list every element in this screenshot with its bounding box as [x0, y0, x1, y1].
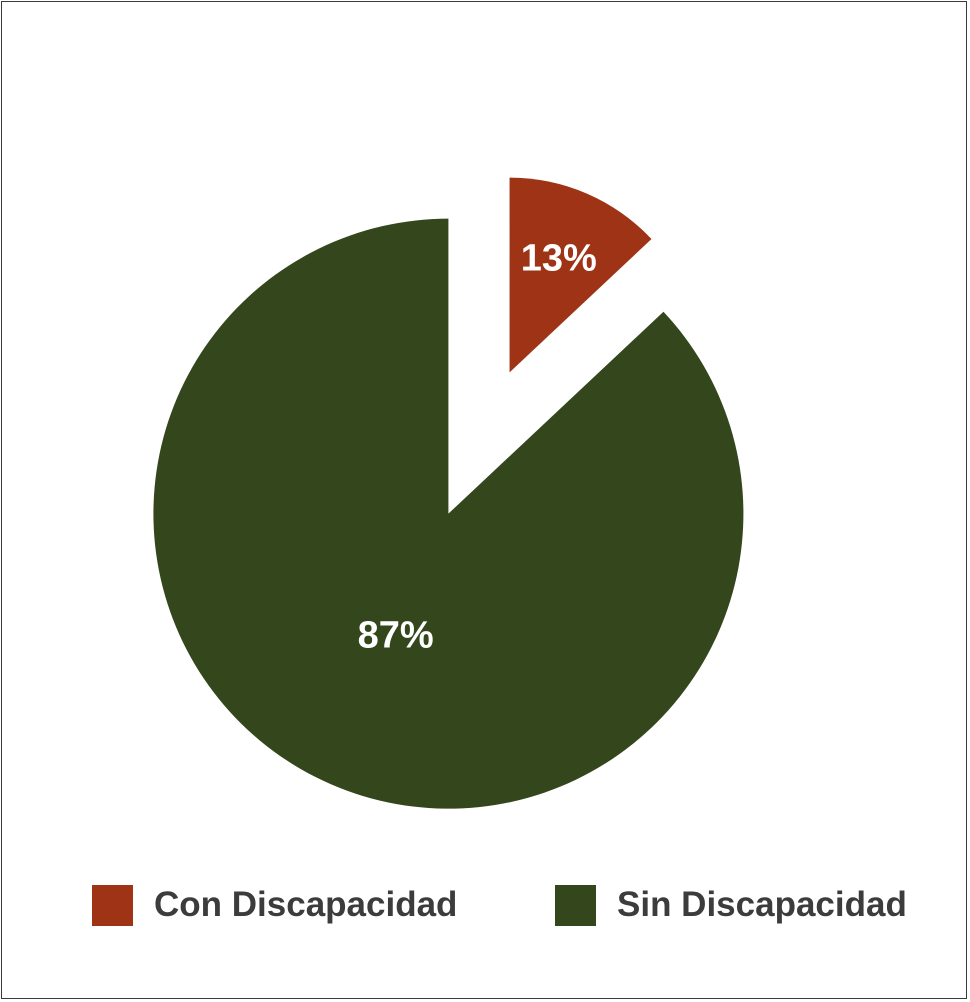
pie-label-con-discapacidad: 13%: [521, 238, 597, 280]
legend-label-sin-discapacidad: Sin Discapacidad: [617, 885, 907, 924]
pie-slice-con-discapacidad: [509, 177, 652, 373]
legend-item-con-discapacidad: Con Discapacidad: [92, 884, 457, 926]
legend-swatch-con-discapacidad: [92, 884, 133, 926]
legend-swatch-sin-discapacidad: [555, 884, 596, 926]
pie-labels: 13% 87%: [358, 238, 597, 657]
legend-item-sin-discapacidad: Sin Discapacidad: [555, 884, 907, 926]
pie-label-sin-discapacidad: 87%: [358, 615, 434, 657]
pie-slice-sin-discapacidad: [153, 218, 744, 809]
pie-slices: [153, 177, 744, 809]
legend-label-con-discapacidad: Con Discapacidad: [154, 885, 458, 924]
legend: Con Discapacidad Sin Discapacidad: [0, 884, 970, 926]
